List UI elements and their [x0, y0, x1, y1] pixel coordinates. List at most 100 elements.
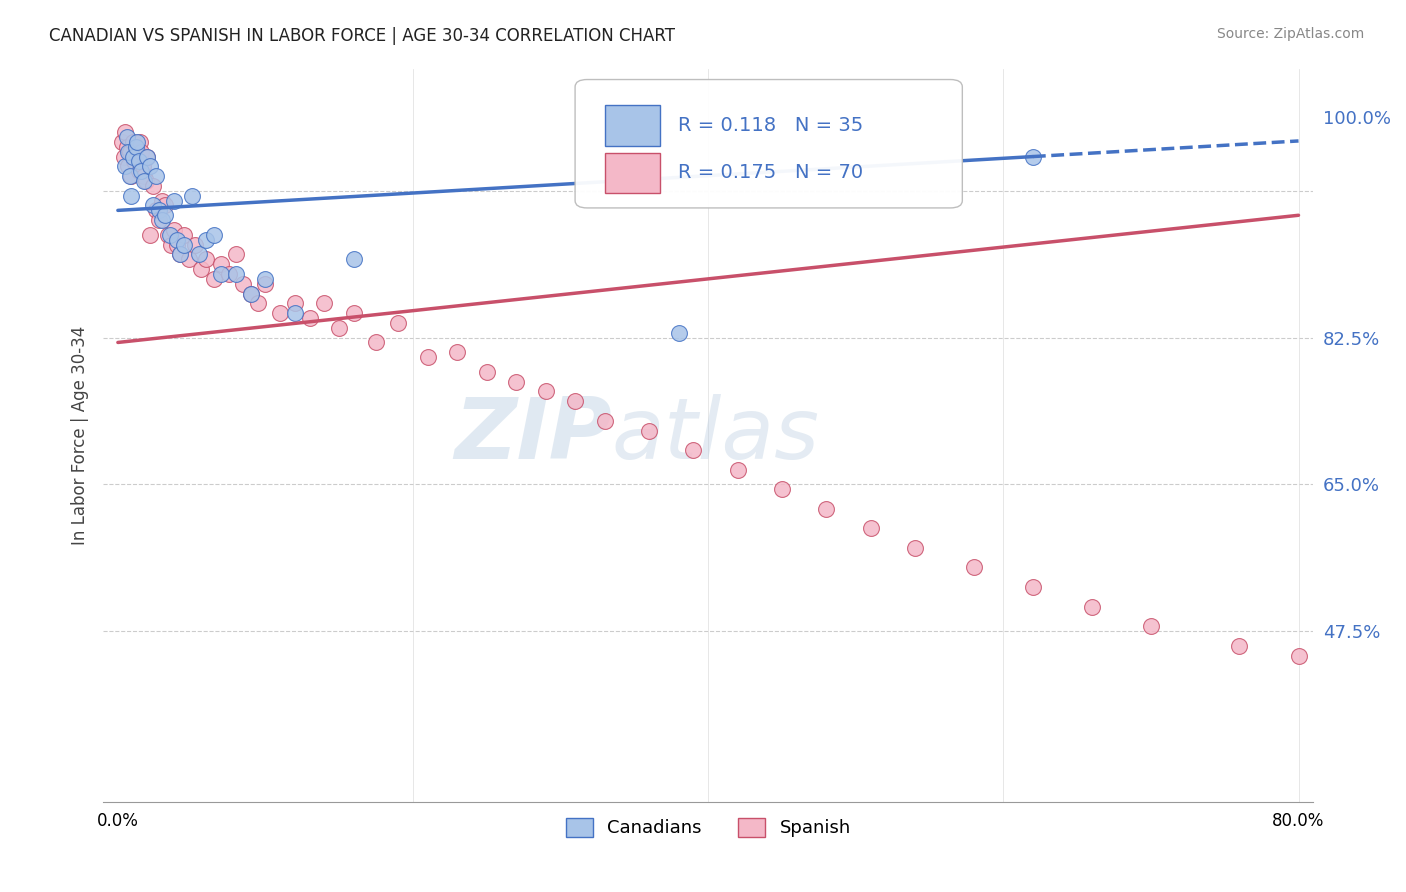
Text: CANADIAN VS SPANISH IN LABOR FORCE | AGE 30-34 CORRELATION CHART: CANADIAN VS SPANISH IN LABOR FORCE | AGE…: [49, 27, 675, 45]
Point: [124, 140, 146, 154]
Point: [682, 443, 704, 458]
Point: [112, 150, 135, 164]
Point: [180, 188, 202, 202]
Point: [169, 247, 191, 261]
Point: [247, 296, 270, 310]
Point: [166, 237, 188, 252]
Point: [125, 135, 148, 149]
Point: [150, 194, 173, 208]
FancyBboxPatch shape: [606, 153, 659, 194]
Text: ZIP: ZIP: [454, 394, 612, 477]
Point: [668, 326, 690, 340]
Point: [183, 237, 205, 252]
Point: [254, 272, 277, 286]
Point: [1288, 648, 1310, 663]
Point: [387, 316, 409, 330]
Point: [173, 237, 195, 252]
Point: [298, 310, 321, 325]
Point: [160, 237, 183, 252]
Point: [195, 252, 218, 267]
Point: [218, 267, 240, 281]
Point: [148, 203, 170, 218]
FancyBboxPatch shape: [606, 105, 659, 145]
Point: [195, 233, 218, 247]
Point: [163, 194, 186, 208]
Point: [314, 296, 336, 310]
Point: [1022, 580, 1045, 594]
Text: R = 0.175   N = 70: R = 0.175 N = 70: [678, 163, 863, 182]
Point: [118, 145, 141, 159]
Point: [475, 365, 498, 379]
Point: [564, 394, 586, 409]
Point: [904, 541, 927, 555]
Point: [120, 188, 142, 202]
Point: [366, 335, 388, 350]
Point: [111, 135, 134, 149]
Point: [232, 277, 254, 291]
Point: [114, 125, 136, 139]
Point: [125, 150, 148, 164]
Point: [254, 277, 277, 291]
Point: [225, 247, 247, 261]
Point: [134, 169, 156, 183]
Point: [1229, 639, 1251, 653]
Point: [727, 462, 749, 476]
Point: [118, 169, 141, 183]
Point: [122, 154, 145, 169]
Point: [142, 178, 165, 193]
Point: [815, 501, 838, 516]
Point: [173, 227, 195, 242]
Point: [638, 424, 661, 438]
Point: [593, 414, 616, 428]
Point: [177, 252, 200, 267]
Point: [153, 198, 176, 212]
Point: [284, 306, 307, 320]
Y-axis label: In Labor Force | Age 30-34: In Labor Force | Age 30-34: [72, 326, 89, 545]
Point: [166, 233, 188, 247]
Point: [963, 560, 986, 574]
Legend: Canadians, Spanish: Canadians, Spanish: [558, 811, 858, 845]
Point: [239, 286, 262, 301]
Point: [328, 320, 350, 334]
Point: [150, 213, 173, 227]
Point: [128, 164, 150, 178]
Point: [121, 135, 143, 149]
Point: [225, 267, 247, 281]
Point: [120, 169, 142, 183]
Point: [117, 159, 139, 173]
Point: [239, 286, 262, 301]
Text: Source: ZipAtlas.com: Source: ZipAtlas.com: [1216, 27, 1364, 41]
Point: [134, 174, 156, 188]
Point: [770, 482, 793, 496]
Point: [153, 208, 176, 222]
Point: [202, 227, 225, 242]
Point: [446, 345, 468, 359]
Point: [132, 159, 155, 173]
Point: [136, 150, 159, 164]
Point: [121, 150, 143, 164]
Point: [117, 145, 139, 159]
Point: [190, 262, 212, 277]
Point: [209, 267, 232, 281]
Point: [163, 223, 186, 237]
Point: [209, 257, 232, 271]
Point: [124, 140, 146, 154]
Point: [1140, 619, 1163, 633]
Point: [131, 164, 153, 178]
Point: [148, 213, 170, 227]
Point: [114, 159, 136, 173]
Point: [115, 140, 138, 154]
Point: [505, 375, 527, 389]
Point: [1081, 599, 1104, 614]
Point: [145, 203, 167, 218]
Text: atlas: atlas: [612, 394, 820, 477]
Point: [284, 296, 307, 310]
Point: [343, 252, 366, 267]
Point: [145, 169, 167, 183]
Point: [115, 130, 138, 145]
Point: [131, 145, 153, 159]
Point: [136, 150, 159, 164]
Point: [169, 247, 191, 261]
Text: R = 0.118   N = 35: R = 0.118 N = 35: [678, 116, 863, 135]
FancyBboxPatch shape: [575, 79, 962, 208]
